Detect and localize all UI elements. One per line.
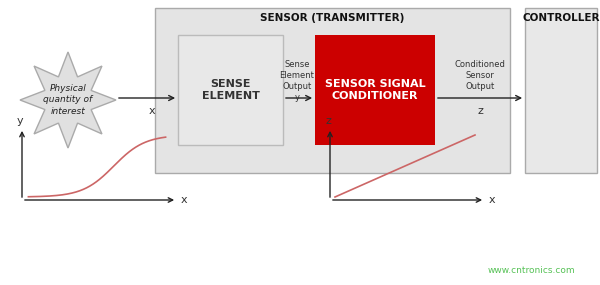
Text: CONTROLLER: CONTROLLER — [522, 13, 600, 23]
Text: x: x — [181, 195, 188, 205]
Text: Conditioned
Sensor
Output: Conditioned Sensor Output — [455, 60, 505, 91]
Text: y: y — [17, 116, 23, 126]
Text: Physical
quantity of
interest: Physical quantity of interest — [43, 84, 92, 116]
Text: SENSOR (TRANSMITTER): SENSOR (TRANSMITTER) — [260, 13, 404, 23]
Text: z: z — [477, 106, 483, 116]
Text: Sense
Element
Output
y: Sense Element Output y — [280, 60, 314, 102]
Bar — [525, 8, 597, 173]
Polygon shape — [20, 52, 116, 148]
Text: SENSE
ELEMENT: SENSE ELEMENT — [202, 79, 259, 101]
Text: x: x — [489, 195, 496, 205]
Bar — [178, 35, 283, 145]
Text: www.cntronics.com: www.cntronics.com — [487, 266, 575, 275]
Text: x: x — [149, 106, 155, 116]
Bar — [155, 8, 510, 173]
Text: z: z — [325, 116, 331, 126]
Bar — [315, 35, 435, 145]
Text: SENSOR SIGNAL
CONDITIONER: SENSOR SIGNAL CONDITIONER — [325, 79, 425, 101]
